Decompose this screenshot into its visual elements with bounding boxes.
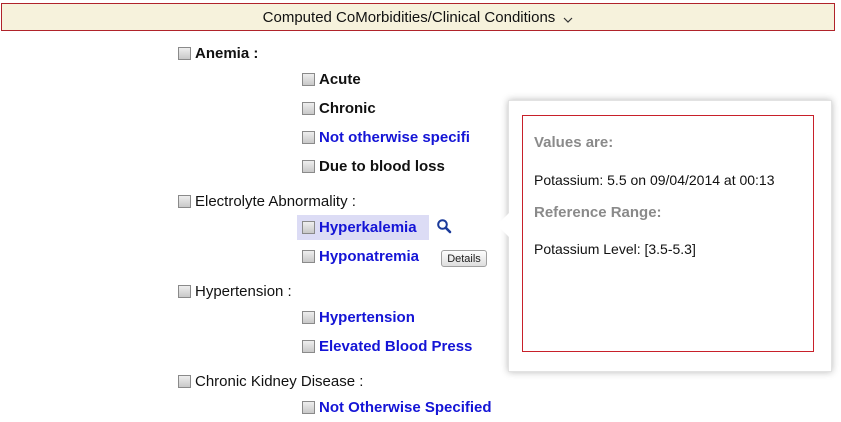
list-item-elevated-bp: Elevated Blood Press [302, 338, 480, 355]
values-title: Values are: [534, 134, 614, 151]
category-label: Electrolyte Abnormality : [195, 193, 356, 210]
values-popup: Values are: Potassium: 5.5 on 09/04/2014… [497, 100, 832, 372]
category-electrolyte: Electrolyte Abnormality : [178, 193, 356, 210]
category-label: Anemia : [195, 45, 259, 62]
popup-arrow [497, 213, 509, 237]
category-hypertension: Hypertension : [178, 283, 292, 300]
item-link[interactable]: Hyponatremia [319, 248, 420, 265]
checkbox[interactable] [178, 285, 191, 298]
checkbox[interactable] [302, 250, 315, 263]
item-label: Acute [319, 71, 361, 88]
checkbox[interactable] [302, 401, 315, 414]
checkbox[interactable] [302, 131, 315, 144]
list-item-anemia-nos: Not otherwise specifi [302, 129, 480, 146]
list-item-blood-loss: Due to blood loss [302, 158, 445, 175]
checkbox[interactable] [302, 311, 315, 324]
checkbox[interactable] [178, 375, 191, 388]
item-link[interactable]: Not otherwise specifi [319, 129, 470, 146]
item-link[interactable]: Hypertension [319, 309, 415, 326]
list-item-hyperkalemia: Hyperkalemia [297, 215, 429, 240]
popup-content: Values are: Potassium: 5.5 on 09/04/2014… [522, 115, 814, 352]
section-title: Computed CoMorbidities/Clinical Conditio… [262, 8, 556, 26]
checkbox[interactable] [302, 73, 315, 86]
item-label: Due to blood loss [319, 158, 445, 175]
search-icon[interactable] [436, 218, 452, 239]
list-item-ckd-nos: Not Otherwise Specified [302, 399, 492, 416]
range-text: Potassium Level: [3.5-5.3] [534, 241, 696, 257]
item-link[interactable]: Elevated Blood Press [319, 338, 473, 355]
item-link[interactable]: Hyperkalemia [319, 219, 417, 236]
category-label: Chronic Kidney Disease : [195, 373, 364, 390]
item-label: Chronic [319, 100, 376, 117]
list-item-chronic: Chronic [302, 100, 376, 117]
checkbox[interactable] [302, 221, 315, 234]
list-item-hypertension: Hypertension [302, 309, 415, 326]
checkbox[interactable] [302, 160, 315, 173]
checkbox[interactable] [302, 102, 315, 115]
values-text: Potassium: 5.5 on 09/04/2014 at 00:13 [534, 172, 775, 188]
chevron-down-icon[interactable] [563, 11, 573, 28]
range-title: Reference Range: [534, 204, 662, 221]
section-header[interactable]: Computed CoMorbidities/Clinical Conditio… [1, 3, 835, 31]
list-item-hyponatremia: Hyponatremia [302, 248, 419, 265]
checkbox[interactable] [302, 340, 315, 353]
list-item-acute: Acute [302, 71, 361, 88]
category-ckd: Chronic Kidney Disease : [178, 373, 363, 390]
checkbox[interactable] [178, 195, 191, 208]
category-anemia: Anemia : [178, 45, 258, 62]
checkbox[interactable] [178, 47, 191, 60]
item-link[interactable]: Not Otherwise Specified [319, 399, 492, 416]
category-label: Hypertension : [195, 283, 292, 300]
details-button[interactable]: Details [441, 250, 487, 267]
